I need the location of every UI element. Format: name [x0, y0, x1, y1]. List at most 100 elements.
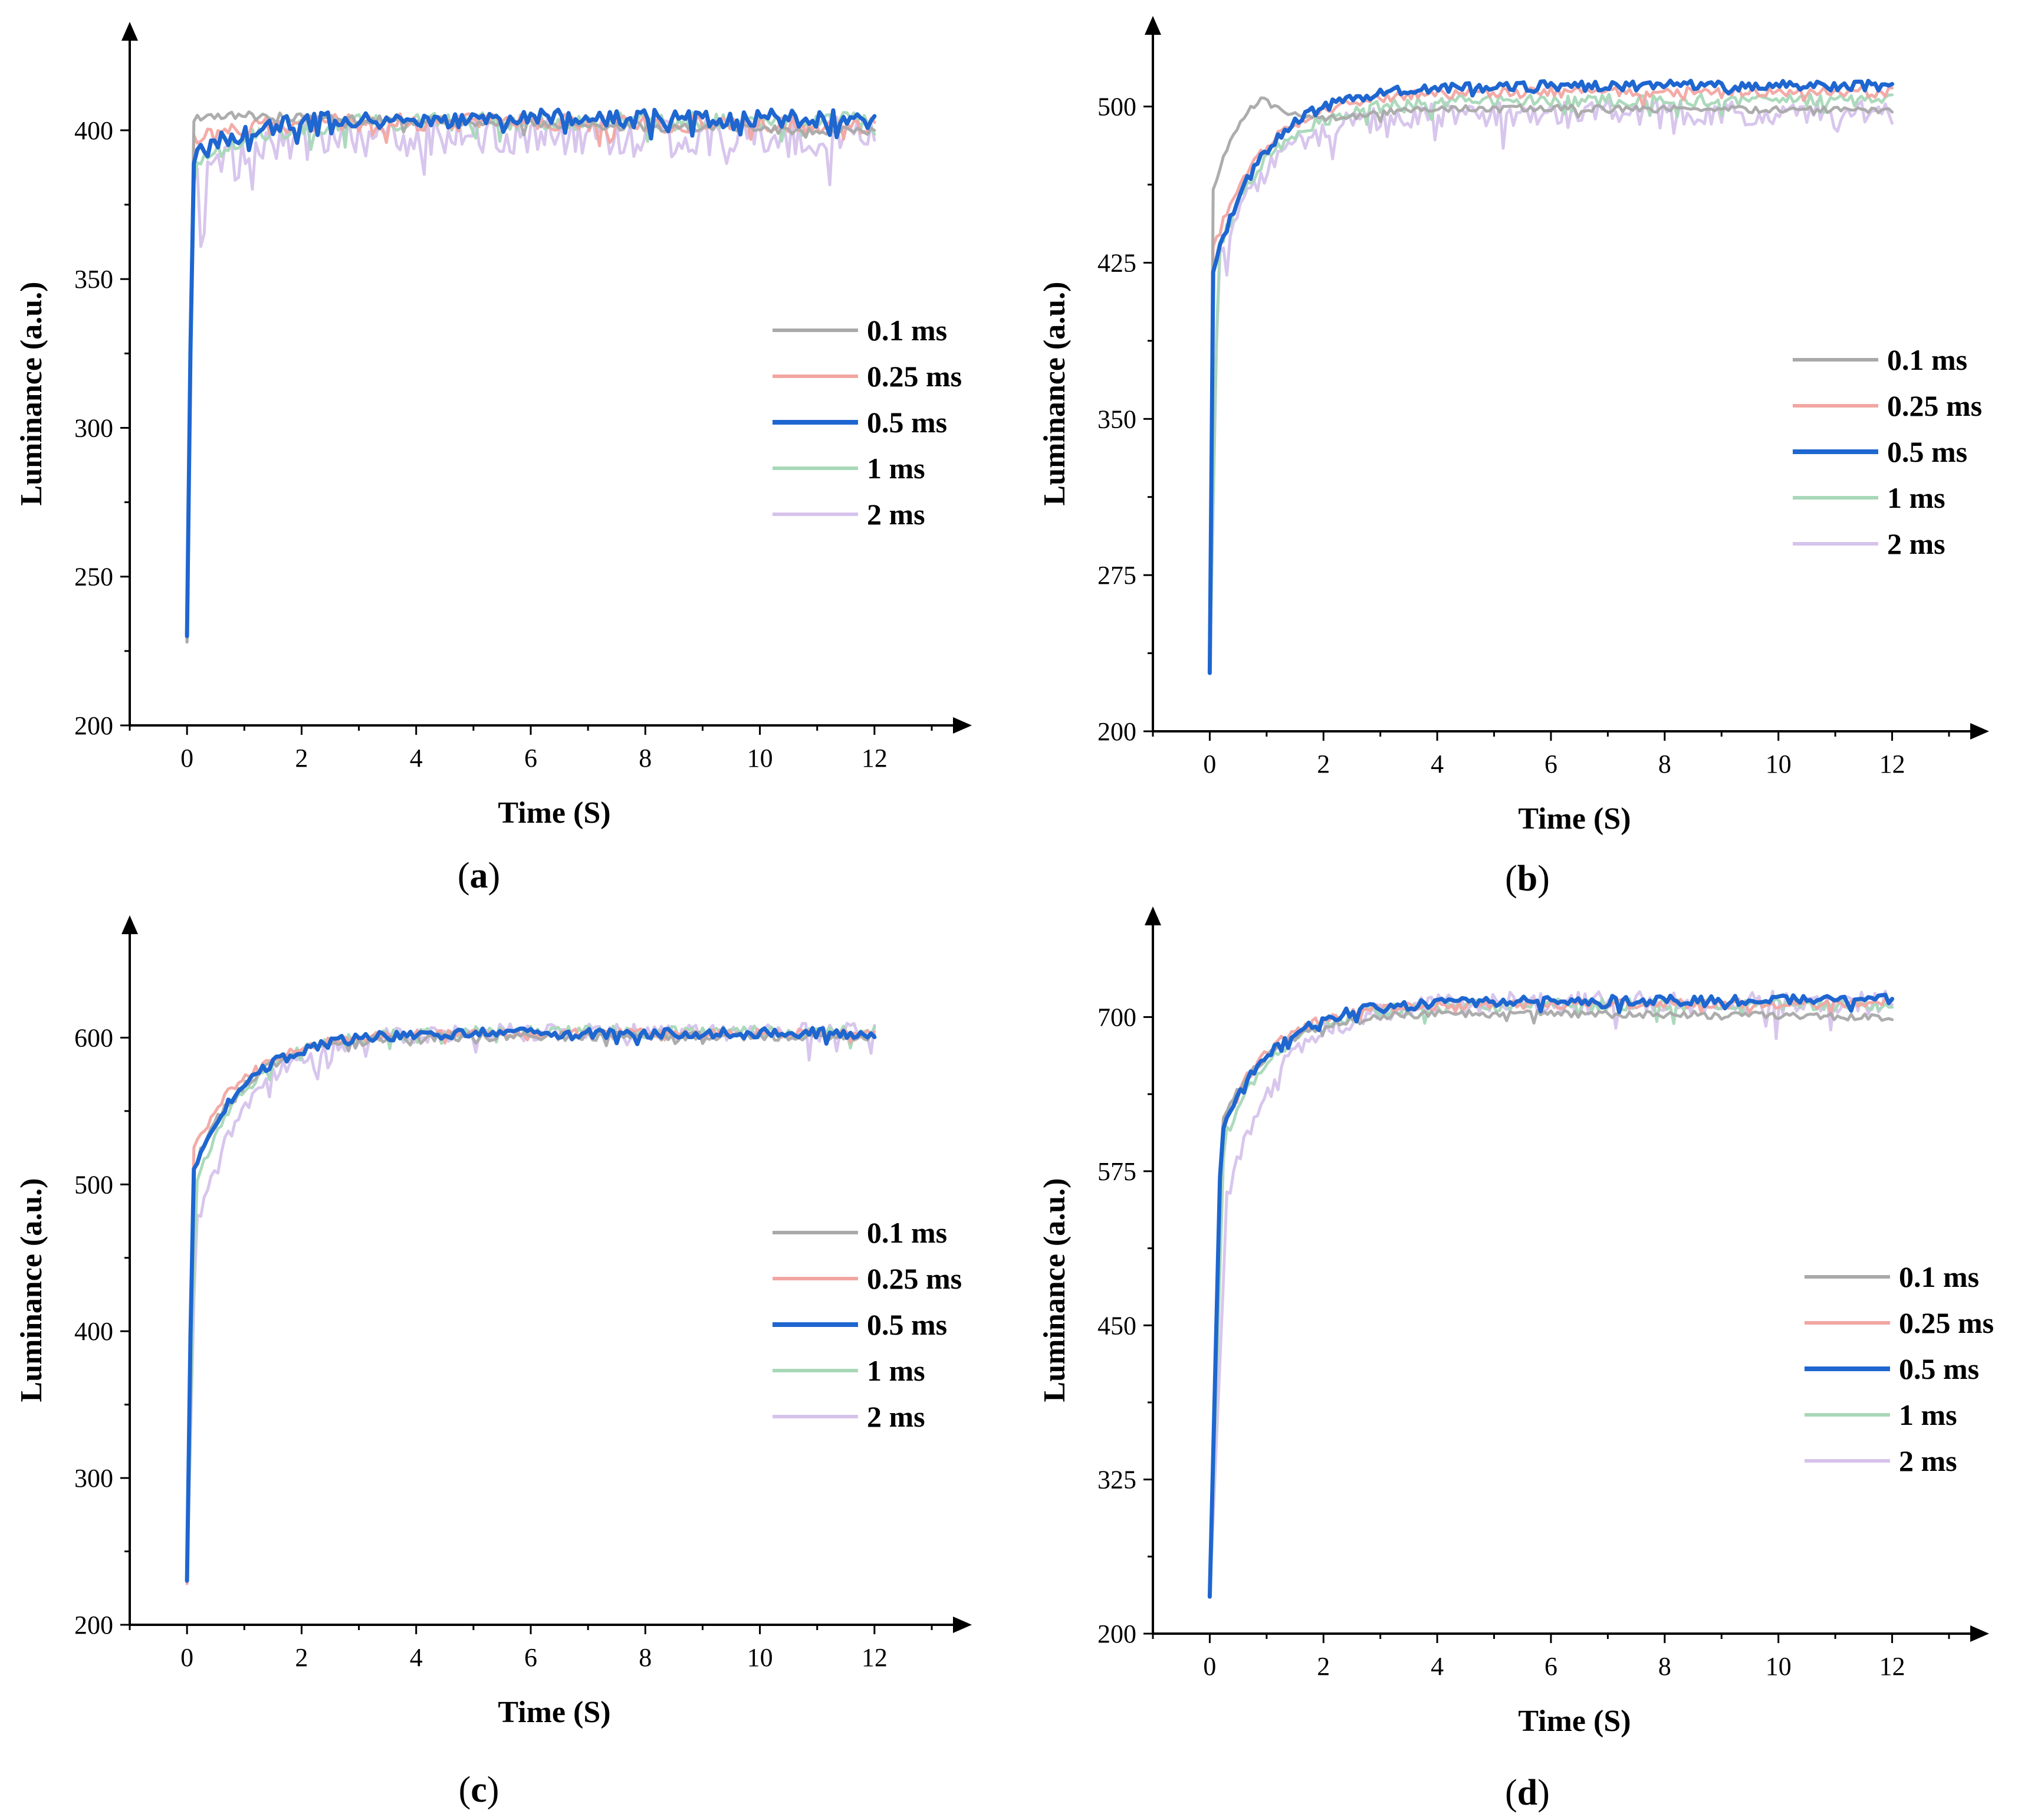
- x-tick-label: 10: [747, 1643, 773, 1672]
- legend-label: 2 ms: [867, 1400, 925, 1433]
- legend-label: 2 ms: [867, 498, 925, 531]
- legend: 0.1 ms 0.25 ms 0.5 ms 1 ms 2 ms: [773, 314, 962, 531]
- y-tick-label: 300: [74, 1464, 113, 1493]
- y-tick-label: 400: [74, 116, 113, 145]
- y-tick-label: 350: [74, 265, 113, 294]
- y-tick-label: 200: [1097, 717, 1136, 746]
- legend-label: 0.1 ms: [867, 1216, 947, 1249]
- series-line-0-1-ms: [1208, 1008, 1894, 1598]
- chart-panel-d: 0 2 4 6 8 10 12 200 325 450 575 700 Time (S) Luminanc…: [1038, 906, 1994, 1813]
- x-tick-label: 10: [747, 744, 773, 773]
- y-axis-title: Luminance (a.u.): [1038, 282, 1072, 506]
- legend-label: 1 ms: [1899, 1398, 1957, 1431]
- series-line-0-5-ms: [1207, 993, 1895, 1599]
- x-axis-arrow: [953, 717, 972, 734]
- series-line-0-25-ms: [185, 112, 876, 644]
- panel-caption: (d): [1505, 1773, 1550, 1813]
- x-tick-label: 8: [639, 744, 652, 773]
- legend-label: 1 ms: [1887, 481, 1945, 514]
- series-line-0-25-ms: [1208, 85, 1894, 671]
- x-tick-label: 2: [1317, 750, 1330, 778]
- y-tick-label: 200: [74, 711, 113, 740]
- y-tick-label: 325: [1097, 1466, 1136, 1494]
- legend-label: 0.1 ms: [1887, 343, 1967, 376]
- x-tick-label: 0: [180, 1643, 193, 1672]
- series-line-0-1-ms: [185, 110, 876, 644]
- y-tick-label: 500: [1097, 93, 1136, 121]
- legend-label: 0.25 ms: [1887, 389, 1982, 422]
- legend: 0.1 ms 0.25 ms 0.5 ms 1 ms 2 ms: [1805, 1260, 1994, 1477]
- legend-label: 0.5 ms: [867, 406, 947, 439]
- y-tick-label: 700: [1097, 1003, 1136, 1032]
- y-tick-label: 300: [74, 413, 113, 442]
- x-tick-label: 12: [862, 1643, 888, 1672]
- y-tick-label: 425: [1097, 248, 1136, 277]
- x-tick-label: 0: [180, 744, 193, 773]
- legend-label: 1 ms: [867, 1354, 925, 1387]
- chart-panel-c: 0 2 4 6 8 10 12 200 300 400 500 600 Time (S) Luminanc…: [15, 915, 972, 1810]
- x-tick-label: 2: [295, 1643, 308, 1672]
- x-tick-label: 4: [410, 744, 423, 773]
- y-tick-label: 400: [74, 1317, 113, 1346]
- x-tick-label: 0: [1203, 750, 1216, 778]
- legend-label: 0.1 ms: [867, 314, 947, 347]
- legend-label: 0.25 ms: [867, 360, 962, 393]
- legend-label: 0.5 ms: [867, 1308, 947, 1341]
- legend-label: 2 ms: [1887, 527, 1945, 560]
- series-line-0-1-ms: [185, 1030, 876, 1582]
- y-tick-label: 450: [1097, 1311, 1136, 1340]
- legend-label: 2 ms: [1899, 1444, 1957, 1477]
- x-tick-label: 6: [1544, 750, 1557, 778]
- x-axis-title: Time (S): [498, 1696, 610, 1729]
- series-line-1-ms: [185, 111, 876, 644]
- legend-label: 1 ms: [867, 452, 925, 485]
- x-axis-arrow: [1970, 723, 1989, 740]
- x-axis-title: Time (S): [1518, 1704, 1631, 1738]
- x-axis-title: Time (S): [498, 796, 610, 830]
- legend-label: 0.25 ms: [1899, 1306, 1994, 1339]
- legend-label: 0.5 ms: [1887, 435, 1967, 468]
- x-tick-label: 6: [1544, 1652, 1557, 1681]
- y-tick-label: 575: [1097, 1157, 1136, 1186]
- y-tick-label: 200: [1097, 1619, 1136, 1648]
- series-line-0-5-ms: [185, 107, 877, 639]
- panel-caption: (c): [459, 1770, 499, 1810]
- y-tick-label: 350: [1097, 405, 1136, 433]
- x-tick-label: 4: [410, 1643, 423, 1672]
- x-tick-label: 6: [524, 1643, 537, 1672]
- y-tick-label: 600: [74, 1023, 113, 1052]
- legend-label: 0.1 ms: [1899, 1260, 1979, 1293]
- panel-caption: (a): [458, 856, 500, 896]
- series-line-2-ms: [1208, 990, 1894, 1598]
- legend: 0.1 ms 0.25 ms 0.5 ms 1 ms 2 ms: [773, 1216, 962, 1433]
- series-line-0-1-ms: [1208, 96, 1894, 671]
- y-axis-arrow: [121, 915, 138, 934]
- x-tick-label: 8: [639, 1643, 652, 1672]
- series-line-1-ms: [185, 1024, 876, 1582]
- series-line-0-25-ms: [1208, 997, 1894, 1598]
- chart-panel-a: 0 2 4 6 8 10 12 200 250 300 350 400 Time (S) Luminanc…: [15, 22, 972, 896]
- x-tick-label: 4: [1431, 1652, 1444, 1681]
- x-tick-label: 8: [1658, 750, 1671, 778]
- legend-label: 0.25 ms: [867, 1262, 962, 1295]
- x-tick-label: 6: [524, 744, 537, 773]
- x-axis-title: Time (S): [1518, 802, 1631, 836]
- x-tick-label: 2: [1317, 1652, 1330, 1681]
- y-axis-arrow: [1145, 906, 1161, 925]
- panel-caption: (b): [1505, 859, 1550, 899]
- x-tick-label: 12: [862, 744, 888, 773]
- series-line-1-ms: [1208, 93, 1894, 671]
- x-tick-label: 0: [1203, 1652, 1216, 1681]
- series-line-0-25-ms: [185, 1027, 876, 1585]
- x-tick-label: 12: [1879, 750, 1905, 778]
- series-line-0-5-ms: [1207, 78, 1895, 675]
- x-tick-label: 8: [1658, 1652, 1671, 1681]
- y-axis-title: Luminance (a.u.): [15, 282, 48, 506]
- series-line-2-ms: [1208, 98, 1894, 671]
- legend: 0.1 ms 0.25 ms 0.5 ms 1 ms 2 ms: [1793, 343, 1982, 560]
- y-tick-label: 275: [1097, 561, 1136, 590]
- x-tick-label: 10: [1766, 750, 1792, 778]
- y-axis-arrow: [121, 22, 138, 41]
- chart-panel-b: 0 2 4 6 8 10 12 200 275 350 425 500 Time (S) Luminanc…: [1038, 16, 1989, 899]
